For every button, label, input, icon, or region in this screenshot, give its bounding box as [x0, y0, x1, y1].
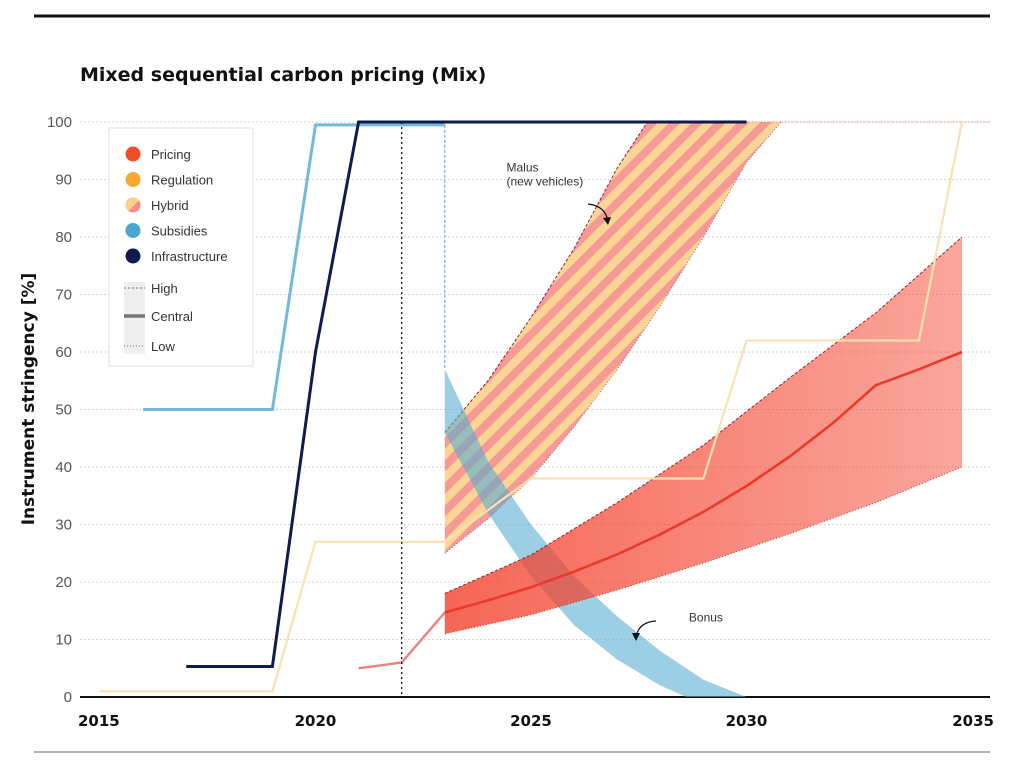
- hybrid-band: [444, 122, 781, 554]
- gridlines: [80, 121, 990, 698]
- legend-marker-regulation: [125, 172, 141, 187]
- regulation-line: [100, 121, 964, 693]
- x-tick-2015: 2015: [78, 712, 120, 730]
- hybrid-high-line: [444, 121, 648, 433]
- hybrid-low-line: [444, 121, 782, 554]
- legend-marker-infrastructure: [125, 248, 141, 264]
- legend-label-low: Low: [151, 339, 175, 354]
- legend-label-central: Central: [151, 309, 193, 324]
- y-tick-90: 90: [55, 172, 72, 189]
- y-tick-60: 60: [55, 344, 72, 361]
- annotation-text: Bonus: [689, 610, 723, 624]
- legend-marker-pricing: [125, 146, 141, 162]
- x-tick-2035: 2035: [952, 712, 994, 730]
- pricing-central-line: [444, 350, 963, 614]
- y-tick-70: 70: [55, 287, 72, 304]
- x-tick-2025: 2025: [510, 712, 552, 730]
- subsidies-line: [143, 123, 445, 411]
- legend-label-infrastructure: Infrastructure: [151, 249, 228, 264]
- y-axis-label: Instrument stringency [%]: [19, 273, 39, 526]
- y-tick-80: 80: [55, 229, 72, 246]
- pricing-history-line: [358, 611, 446, 670]
- legend-label-high: High: [151, 281, 178, 296]
- annotation-text: Malus: [507, 161, 539, 175]
- annotations: Malus(new vehicles) Bonus: [507, 161, 723, 641]
- malus-arrowhead: [603, 217, 611, 225]
- pricing-high-line: [444, 236, 963, 594]
- series-lines: [100, 120, 964, 693]
- legend-label-regulation: Regulation: [151, 173, 213, 188]
- legend-marker-hybrid: [125, 197, 141, 213]
- legend-label-subsidies: Subsidies: [151, 224, 208, 239]
- infrastructure-line: [186, 120, 747, 668]
- x-tick-2020: 2020: [295, 712, 337, 730]
- annotation-text: (new vehicles): [507, 175, 584, 189]
- x-tick-2030: 2030: [726, 712, 768, 730]
- legend-label-hybrid: Hybrid: [151, 198, 189, 213]
- legend-label-pricing: Pricing: [151, 147, 191, 162]
- y-tick-0: 0: [64, 689, 72, 706]
- y-tick-labels: 0 10 20 30 40 50 60 70 80 90 100: [47, 114, 72, 706]
- y-tick-100: 100: [47, 114, 72, 131]
- y-tick-10: 10: [55, 632, 72, 649]
- bonus-arrowhead: [632, 633, 640, 641]
- y-tick-40: 40: [55, 459, 72, 476]
- y-tick-30: 30: [55, 517, 72, 534]
- scenario-bands: [444, 121, 990, 697]
- y-tick-50: 50: [55, 402, 72, 419]
- x-tick-labels: 2015 2020 2025 2030 2035: [78, 712, 994, 730]
- subsidies-band: [444, 369, 747, 697]
- legend: Pricing Regulation Hybrid Subsidies Infrastr…: [108, 127, 254, 367]
- legend-scenario-swatch: [124, 282, 145, 354]
- pricing-low-line: [444, 466, 963, 635]
- legend-marker-subsidies: [125, 223, 141, 238]
- chart-title: Mixed sequential carbon pricing (Mix): [80, 64, 486, 86]
- pricing-band: [444, 237, 962, 634]
- y-tick-20: 20: [55, 574, 72, 591]
